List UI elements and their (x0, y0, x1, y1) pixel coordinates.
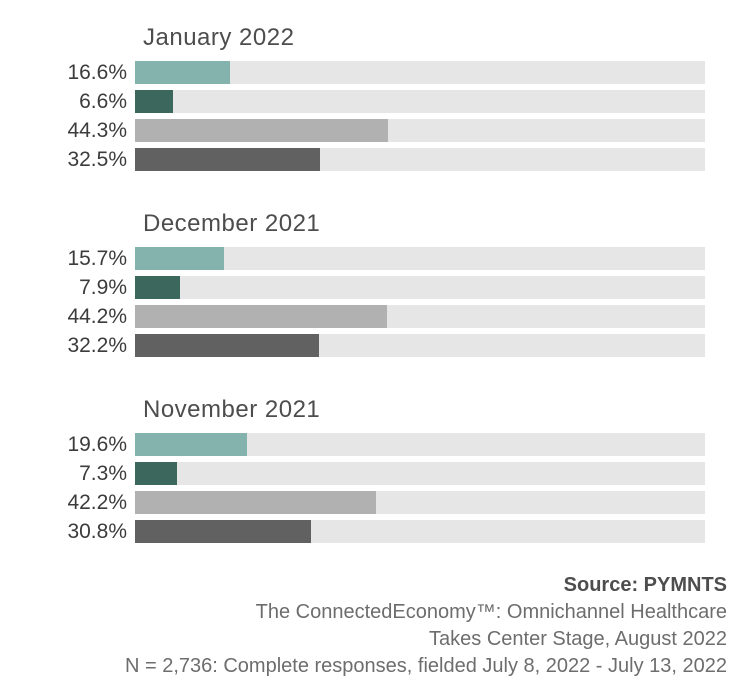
group-title: November 2021 (143, 396, 321, 423)
bar-track (135, 61, 705, 84)
bar-row: 32.5% (0, 145, 746, 174)
chart-group-november-2021: November 2021 19.6% 7.3% 42.2% 30.8% (0, 397, 746, 546)
source-study-subtitle: Takes Center Stage, August 2022 (429, 628, 727, 650)
bar-track (135, 90, 705, 113)
bar-value-label: 7.3% (79, 461, 127, 485)
bar (135, 462, 177, 485)
group-title: December 2021 (143, 210, 321, 237)
group-title: January 2022 (143, 24, 295, 51)
bar-row: 32.2% (0, 331, 746, 360)
bar-track (135, 491, 705, 514)
bar (135, 61, 230, 84)
bar (135, 119, 388, 142)
source-sample-note: N = 2,736: Complete responses, fielded J… (124, 655, 727, 677)
bar-row: 7.3% (0, 459, 746, 488)
source-label: Source: PYMNTS (563, 574, 727, 596)
chart-group-january-2022: January 2022 16.6% 6.6% 44.3% 32.5% (0, 25, 746, 174)
bar-value-label: 7.9% (79, 275, 127, 299)
bar-track (135, 462, 705, 485)
bar (135, 276, 181, 299)
bar-row: 30.8% (0, 517, 746, 546)
bar-value-label: 6.6% (79, 89, 127, 113)
bar-row: 7.9% (0, 273, 746, 302)
bar-row: 44.3% (0, 116, 746, 145)
bar (135, 520, 311, 543)
chart-group-december-2021: December 2021 15.7% 7.9% 44.2% 32.2% (0, 211, 746, 360)
bar-value-label: 44.3% (67, 118, 127, 142)
bar-track (135, 520, 705, 543)
bar (135, 247, 225, 270)
bar-value-label: 32.2% (67, 333, 127, 357)
bar (135, 334, 319, 357)
bar-track (135, 148, 705, 171)
source-study-title: The ConnectedEconomy™: Omnichannel Healt… (255, 601, 727, 623)
bar-value-label: 42.2% (67, 490, 127, 514)
bar (135, 433, 247, 456)
bar (135, 305, 387, 328)
bar-track (135, 247, 705, 270)
bar-track (135, 433, 705, 456)
bar-value-label: 32.5% (67, 147, 127, 171)
bar-value-label: 16.6% (67, 60, 127, 84)
bar-track (135, 119, 705, 142)
bar-row: 15.7% (0, 244, 746, 273)
bar-row: 44.2% (0, 302, 746, 331)
bar-value-label: 15.7% (67, 246, 127, 270)
bar-row: 6.6% (0, 87, 746, 116)
bar-track (135, 334, 705, 357)
bar (135, 90, 173, 113)
bar-row: 19.6% (0, 430, 746, 459)
bar-value-label: 19.6% (67, 432, 127, 456)
bar (135, 148, 321, 171)
bar-track (135, 276, 705, 299)
bar (135, 491, 376, 514)
bar-row: 42.2% (0, 488, 746, 517)
bar-track (135, 305, 705, 328)
bar-value-label: 44.2% (67, 304, 127, 328)
source-note: Source: PYMNTS The ConnectedEconomy™: Om… (0, 572, 746, 680)
bar-row: 16.6% (0, 58, 746, 87)
bar-value-label: 30.8% (67, 519, 127, 543)
